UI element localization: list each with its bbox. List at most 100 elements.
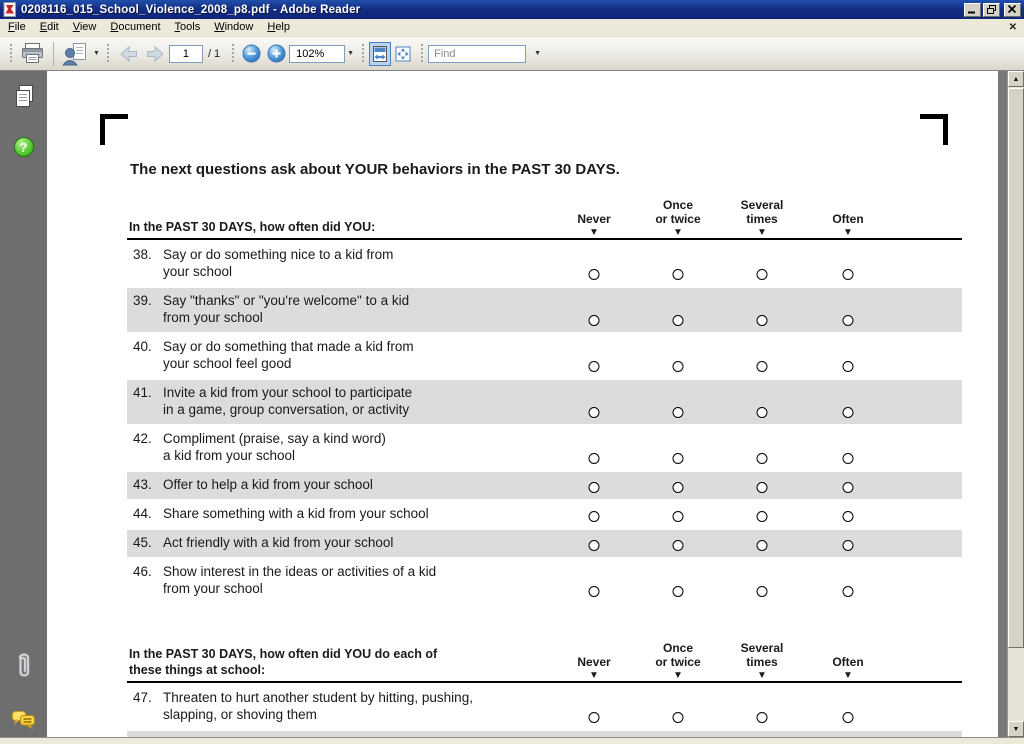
close-toolbar-icon[interactable]: ✕ — [1008, 21, 1017, 33]
toolbar-grip[interactable] — [420, 43, 424, 64]
question-text: Say "thanks" or "you're welcome" to a ki… — [163, 293, 410, 325]
question-text: Say or do something that made a kid from… — [163, 339, 414, 371]
next-page-button[interactable] — [142, 42, 169, 66]
response-radio[interactable] — [756, 453, 768, 464]
find-dropdown-caret[interactable]: ▼ — [534, 50, 542, 57]
question-number: 44. — [133, 506, 152, 521]
menu-tools[interactable]: Tools — [174, 21, 201, 33]
previous-page-button[interactable] — [115, 42, 142, 66]
response-radio[interactable] — [756, 712, 768, 723]
sign-tool-button[interactable] — [59, 39, 91, 69]
response-radio[interactable] — [672, 540, 684, 551]
menu-view[interactable]: View — [72, 21, 97, 33]
response-radio[interactable] — [672, 407, 684, 418]
response-radio[interactable] — [672, 586, 684, 597]
attachments-icon[interactable] — [0, 649, 47, 681]
response-radio[interactable] — [842, 586, 854, 597]
print-button[interactable] — [17, 39, 48, 68]
vertical-scrollbar[interactable]: ▲ ▼ — [1007, 71, 1024, 737]
response-radio[interactable] — [588, 361, 600, 372]
survey-section: In the PAST 30 DAYS, how often did YOU d… — [127, 629, 962, 737]
toolbar-grip[interactable] — [9, 43, 12, 64]
response-radio[interactable] — [588, 540, 600, 551]
response-radio[interactable] — [672, 482, 684, 493]
question-row: 46. Show interest in the ideas or activit… — [127, 559, 962, 603]
restore-button[interactable] — [983, 2, 1000, 17]
response-radio[interactable] — [588, 453, 600, 464]
question-text: Show interest in the ideas or activities… — [163, 564, 437, 596]
menu-window[interactable]: Window — [214, 21, 254, 33]
response-radio[interactable] — [756, 269, 768, 280]
question-text: Invite a kid from your school to partici… — [163, 385, 413, 417]
toolbar-grip[interactable] — [231, 43, 235, 64]
scroll-up-button[interactable]: ▲ — [1008, 71, 1024, 87]
zoom-out-button[interactable] — [239, 41, 264, 66]
column-header: Often ▼ — [805, 655, 891, 681]
response-radio[interactable] — [842, 712, 854, 723]
response-radio[interactable] — [588, 407, 600, 418]
column-marker-icon: ▼ — [757, 670, 767, 681]
response-radio[interactable] — [672, 269, 684, 280]
section-prompt: In the PAST 30 DAYS, how often did YOU: — [129, 220, 376, 234]
response-radio[interactable] — [588, 712, 600, 723]
column-marker-icon: ▼ — [843, 670, 853, 681]
page-number-input[interactable] — [168, 44, 203, 63]
response-radio[interactable] — [588, 482, 600, 493]
column-marker-icon: ▼ — [673, 670, 683, 681]
response-radio[interactable] — [588, 269, 600, 280]
help-icon[interactable]: ? — [0, 137, 47, 157]
response-radio[interactable] — [672, 315, 684, 326]
response-radio[interactable] — [672, 712, 684, 723]
comments-icon[interactable] — [0, 709, 47, 730]
response-radio[interactable] — [672, 453, 684, 464]
fit-width-button[interactable] — [369, 41, 392, 66]
response-radio[interactable] — [756, 482, 768, 493]
column-marker-icon: ▼ — [843, 227, 853, 238]
sign-dropdown-caret[interactable]: ▼ — [93, 50, 100, 57]
response-radio[interactable] — [842, 269, 854, 280]
question-row: 47. Threaten to hurt another student by h… — [127, 685, 962, 729]
response-radio[interactable] — [672, 511, 684, 522]
response-radio[interactable] — [756, 315, 768, 326]
response-radio[interactable] — [756, 540, 768, 551]
menu-edit[interactable]: Edit — [39, 21, 59, 33]
response-radio[interactable] — [588, 586, 600, 597]
zoom-dropdown-caret[interactable]: ▼ — [347, 50, 355, 57]
response-radio[interactable] — [842, 407, 854, 418]
question-row: 42. Compliment (praise, say a kind word) a… — [127, 426, 962, 470]
toolbar-grip[interactable] — [106, 43, 110, 64]
response-radio[interactable] — [842, 511, 854, 522]
toolbar-separator — [53, 41, 54, 66]
zoom-in-button[interactable] — [264, 41, 289, 66]
pages-panel-icon[interactable] — [0, 84, 47, 111]
response-radio[interactable] — [588, 315, 600, 326]
response-radio[interactable] — [842, 540, 854, 551]
column-marker-icon: ▼ — [589, 227, 599, 238]
menu-help[interactable]: Help — [267, 21, 290, 33]
zoom-level-box[interactable]: 102% — [289, 44, 346, 63]
column-header: Once or twice ▼ — [635, 641, 721, 681]
scroll-down-button[interactable]: ▼ — [1008, 721, 1024, 737]
fit-page-button[interactable] — [391, 42, 415, 66]
menu-file[interactable]: File — [8, 21, 26, 33]
response-radio[interactable] — [842, 482, 854, 493]
response-radio[interactable] — [842, 315, 854, 326]
question-text: Offer to help a kid from your school — [163, 477, 373, 492]
section-header: In the PAST 30 DAYS, how often did YOU d… — [127, 629, 962, 683]
response-radio[interactable] — [756, 511, 768, 522]
survey-table: In the PAST 30 DAYS, how often did YOU: N… — [127, 194, 962, 737]
find-input[interactable] — [428, 44, 527, 63]
toolbar-grip[interactable] — [361, 43, 365, 64]
response-radio[interactable] — [842, 361, 854, 372]
response-radio[interactable] — [756, 586, 768, 597]
response-radio[interactable] — [842, 453, 854, 464]
close-button[interactable] — [1004, 2, 1021, 17]
response-radio[interactable] — [588, 511, 600, 522]
question-text: Compliment (praise, say a kind word) a ki… — [163, 431, 386, 463]
minimize-button[interactable] — [964, 2, 981, 17]
response-radio[interactable] — [756, 361, 768, 372]
response-radio[interactable] — [672, 361, 684, 372]
scrollbar-thumb[interactable] — [1008, 88, 1024, 648]
response-radio[interactable] — [756, 407, 768, 418]
menu-document[interactable]: Document — [110, 21, 161, 33]
